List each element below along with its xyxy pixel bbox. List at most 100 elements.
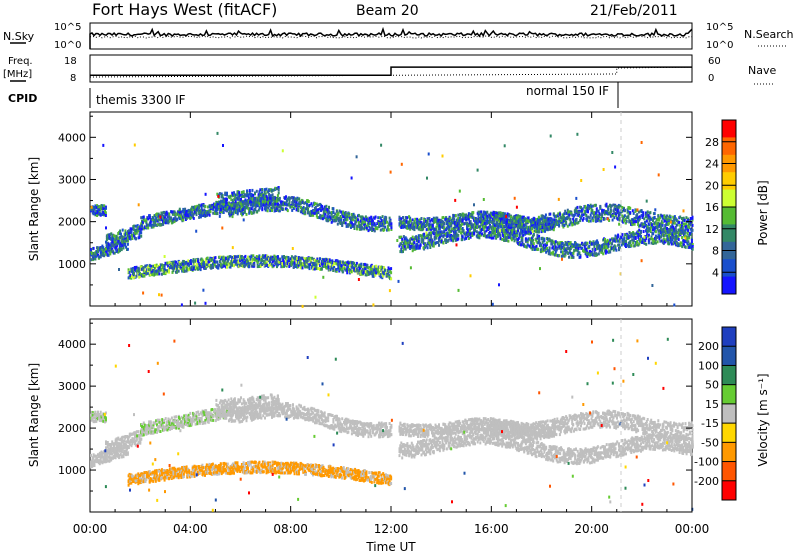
echo-pixel [276, 199, 278, 203]
echo-pixel [399, 250, 402, 254]
echo-pixel [352, 212, 355, 216]
echo-pixel [386, 224, 389, 228]
echo-pixel [318, 260, 321, 264]
echo-pixel [541, 236, 544, 240]
echo-pixel [180, 212, 183, 216]
echo-pixel [547, 252, 550, 256]
echo-pixel [261, 191, 264, 195]
echo-pixel [161, 263, 163, 267]
echo-pixel [426, 220, 429, 224]
echo-pixel [593, 250, 596, 254]
echo-pixel [178, 209, 181, 213]
echo-pixel [151, 273, 154, 277]
echo-pixel [247, 197, 250, 201]
echo-pixel [691, 245, 694, 248]
echo-pixel [260, 202, 263, 206]
echo-pixel [584, 241, 587, 245]
echo-pixel [518, 223, 521, 227]
echo-pixel [342, 215, 345, 218]
echo-pixel [484, 225, 487, 229]
echo-pixel [443, 226, 446, 230]
echo-pixel [337, 264, 340, 268]
echo-pixel [440, 240, 443, 243]
echo-pixel [370, 215, 373, 219]
echo-pixel [513, 239, 516, 243]
echo-pixel [113, 234, 116, 238]
echo-pixel [496, 228, 499, 232]
echo-pixel [233, 197, 236, 201]
echo-pixel [667, 239, 670, 242]
echo-pixel [668, 234, 670, 238]
echo-pixel [507, 239, 510, 243]
echo-pixel [233, 264, 235, 268]
echo-pixel [631, 234, 634, 238]
echo-pixel [556, 241, 559, 245]
echo-pixel [255, 259, 258, 263]
echo-pixel [249, 261, 252, 265]
echo-pixel [625, 240, 627, 243]
echo-pixel [365, 265, 368, 269]
echo-pixel [197, 257, 199, 261]
echo-pixel [238, 196, 241, 200]
echo-pixel [330, 220, 333, 224]
echo-pixel [492, 212, 495, 216]
echo-pixel [522, 233, 525, 237]
echo-pixel [90, 258, 92, 262]
echo-pixel [149, 220, 152, 224]
echo-pixel [154, 272, 157, 276]
echo-pixel [493, 222, 496, 226]
echo-pixel [95, 254, 98, 258]
echo-pixel [563, 246, 566, 250]
echo-pixel [277, 186, 280, 189]
echo-pixel [486, 226, 489, 230]
echo-pixel [654, 230, 657, 234]
echo-pixel [614, 239, 617, 243]
echo-pixel [142, 266, 145, 270]
echo-pixel [500, 214, 503, 218]
echo-pixel [164, 261, 167, 265]
echo-pixel [275, 255, 278, 259]
echo-pixel [256, 210, 259, 214]
echo-pixel [515, 230, 518, 234]
echo-pixel [515, 218, 517, 222]
echo-pixel [669, 239, 672, 243]
echo-pixel [234, 193, 237, 197]
echo-pixel [115, 245, 118, 249]
echo-pixel [544, 248, 547, 252]
echo-pixel [596, 253, 599, 257]
echo-pixel [243, 201, 246, 205]
echo-pixel [221, 199, 224, 203]
echo-pixel [625, 243, 628, 247]
echo-pixel [521, 236, 524, 240]
freq-unit-label: [MHz] [3, 69, 32, 80]
echo-pixel [220, 210, 223, 214]
echo-pixel [532, 238, 534, 242]
echo-pixel [187, 214, 190, 218]
echo-pixel [323, 264, 326, 268]
cpid-segment-2: normal 150 IF [526, 84, 609, 98]
echo-pixel [327, 212, 330, 216]
echo-pixel [225, 207, 228, 211]
echo-pixel [406, 216, 409, 220]
echo-pixel [248, 255, 251, 259]
echo-pixel [185, 260, 188, 264]
echo-pixel [367, 229, 370, 233]
echo-pixel [241, 203, 244, 207]
echo-pixel [270, 199, 273, 203]
echo-pixel [259, 188, 262, 192]
echo-pixel [518, 221, 521, 225]
echo-pixel [534, 221, 537, 225]
echo-pixel [307, 208, 309, 211]
echo-pixel [417, 238, 420, 242]
echo-pixel [436, 216, 439, 220]
echo-pixel [556, 247, 559, 250]
echo-pixel [307, 200, 310, 203]
echo-pixel [187, 261, 190, 265]
echo-pixel [559, 241, 562, 245]
echo-pixel [264, 257, 267, 261]
echo-pixel [431, 223, 434, 227]
echo-pixel [342, 210, 345, 214]
echo-pixel [258, 195, 261, 199]
echo-pixel [291, 196, 294, 200]
echo-pixel [293, 261, 296, 265]
